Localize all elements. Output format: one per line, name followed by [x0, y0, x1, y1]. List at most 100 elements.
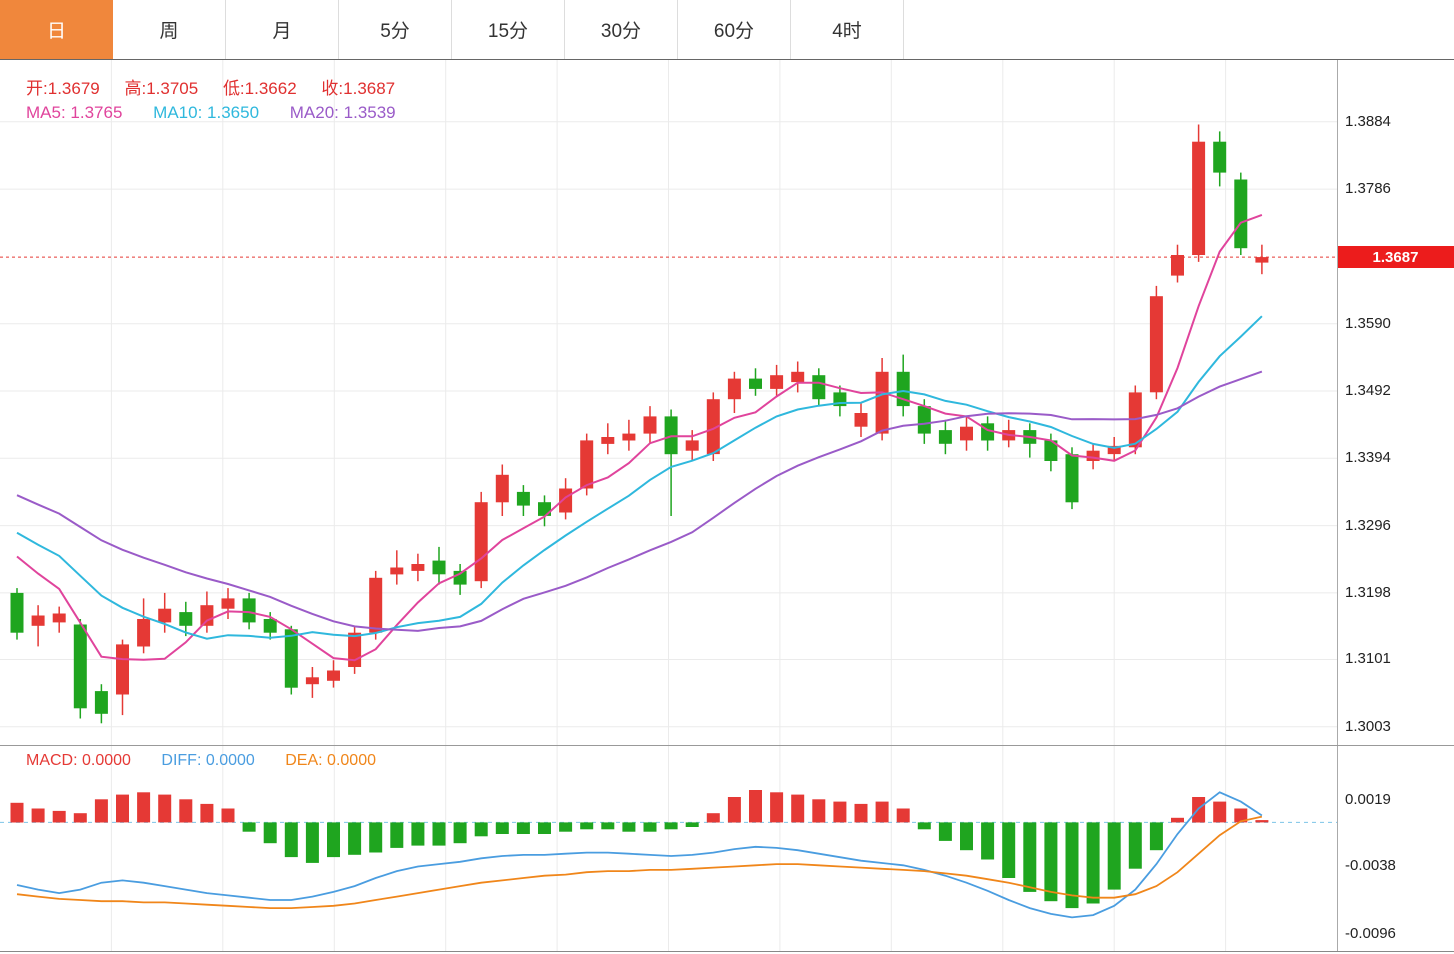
ma10-value: MA10: 1.3650: [153, 103, 260, 122]
tab-60min[interactable]: 60分: [678, 0, 791, 59]
candle-body: [411, 564, 425, 571]
macd-bar: [875, 801, 889, 823]
tab-30min[interactable]: 30分: [565, 0, 678, 59]
candle-body: [727, 378, 741, 400]
macd-chart[interactable]: [0, 746, 1337, 951]
macd-bar: [601, 822, 615, 830]
diff-value: DIFF: 0.0000: [161, 752, 255, 769]
price-tick: 1.3394: [1345, 449, 1391, 467]
macd-tick: -0.0096: [1345, 924, 1396, 942]
candle-body: [938, 430, 952, 444]
macd-bar: [242, 822, 256, 832]
candle-body: [1149, 296, 1163, 393]
macd-bar: [685, 822, 699, 827]
macd-bar: [1044, 822, 1058, 902]
candle-body: [1234, 179, 1248, 249]
open-value: 开:1.3679: [26, 79, 100, 98]
macd-bar: [1023, 822, 1037, 892]
candle-body: [1044, 440, 1058, 461]
ohlc-legend: 开:1.3679 高:1.3705 低:1.3662 收:1.3687: [26, 74, 415, 99]
tab-week[interactable]: 周: [113, 0, 226, 59]
macd-bar: [179, 799, 193, 823]
candle-body: [116, 644, 129, 695]
candle-body: [812, 375, 826, 400]
candle-body: [601, 437, 615, 444]
macd-bar: [327, 822, 340, 858]
macd-bar: [1086, 822, 1100, 904]
candle-body: [432, 560, 446, 575]
tab-4hour[interactable]: 4时: [791, 0, 904, 59]
macd-tick: -0.0038: [1345, 857, 1396, 875]
macd-bar: [221, 808, 235, 823]
macd-bar: [10, 802, 24, 823]
tab-5min[interactable]: 5分: [339, 0, 452, 59]
macd-bar: [960, 822, 973, 851]
candle-body: [200, 605, 214, 626]
candle-body: [770, 375, 784, 389]
macd-bar: [31, 808, 45, 823]
macd-bar: [116, 794, 129, 823]
candle-body: [31, 615, 45, 626]
macd-bar: [348, 822, 362, 855]
axis-separator-line: [1337, 60, 1338, 951]
macd-bar: [917, 822, 931, 830]
price-tick: 1.3198: [1345, 583, 1391, 601]
candle-body: [960, 426, 973, 441]
macd-bar: [516, 822, 530, 834]
dea-value: DEA: 0.0000: [285, 752, 376, 769]
macd-bar: [474, 822, 488, 837]
candle-body: [516, 491, 530, 506]
macd-bar: [1065, 822, 1079, 909]
candle-body: [1107, 445, 1121, 455]
macd-panel-bottom-border: [0, 951, 1454, 952]
macd-bar: [284, 822, 298, 858]
low-value: 低:1.3662: [222, 79, 297, 98]
macd-bar: [559, 822, 573, 832]
macd-bar: [706, 813, 720, 823]
tab-15min[interactable]: 15分: [452, 0, 565, 59]
macd-bar: [896, 808, 910, 823]
macd-bar: [981, 822, 995, 860]
ma20-line: [16, 370, 1263, 632]
candle-body: [1171, 255, 1184, 276]
macd-bar: [1002, 822, 1016, 878]
ma5-value: MA5: 1.3765: [26, 103, 123, 122]
candle-body: [622, 433, 636, 441]
candle-body: [73, 624, 87, 709]
macd-bar: [1213, 801, 1227, 823]
macd-bar: [1255, 820, 1269, 823]
candle-body: [1213, 141, 1227, 173]
tab-day[interactable]: 日: [0, 0, 113, 59]
candle-body: [1065, 454, 1079, 503]
candle-body: [1255, 257, 1269, 263]
macd-bar: [938, 822, 952, 841]
candlestick-chart[interactable]: [0, 60, 1337, 746]
macd-bar: [664, 822, 678, 830]
candle-body: [284, 629, 298, 688]
candle-body: [221, 598, 235, 609]
price-tick: 1.3492: [1345, 381, 1391, 399]
tab-month[interactable]: 月: [226, 0, 339, 59]
candle-body: [917, 406, 931, 434]
ma20-value: MA20: 1.3539: [289, 103, 396, 122]
macd-bar: [495, 822, 509, 834]
macd-bar: [643, 822, 657, 832]
macd-bar: [833, 801, 847, 823]
candle-body: [158, 608, 172, 623]
macd-legend: MACD: 0.0000 DIFF: 0.0000 DEA: 0.0000: [26, 752, 402, 770]
price-tick: 1.3590: [1345, 314, 1391, 332]
candle-body: [390, 567, 404, 575]
macd-bar: [52, 810, 66, 823]
price-tick: 1.3786: [1345, 180, 1391, 198]
macd-bar: [73, 813, 87, 823]
macd-bar: [727, 797, 741, 823]
macd-bar: [1107, 822, 1121, 890]
macd-bar: [1128, 822, 1142, 869]
candle-body: [706, 399, 720, 455]
macd-bar: [1149, 822, 1163, 851]
price-tick: 1.3101: [1345, 650, 1391, 668]
candle-body: [1192, 141, 1206, 255]
candle-body: [305, 677, 319, 685]
macd-bar: [94, 799, 108, 823]
